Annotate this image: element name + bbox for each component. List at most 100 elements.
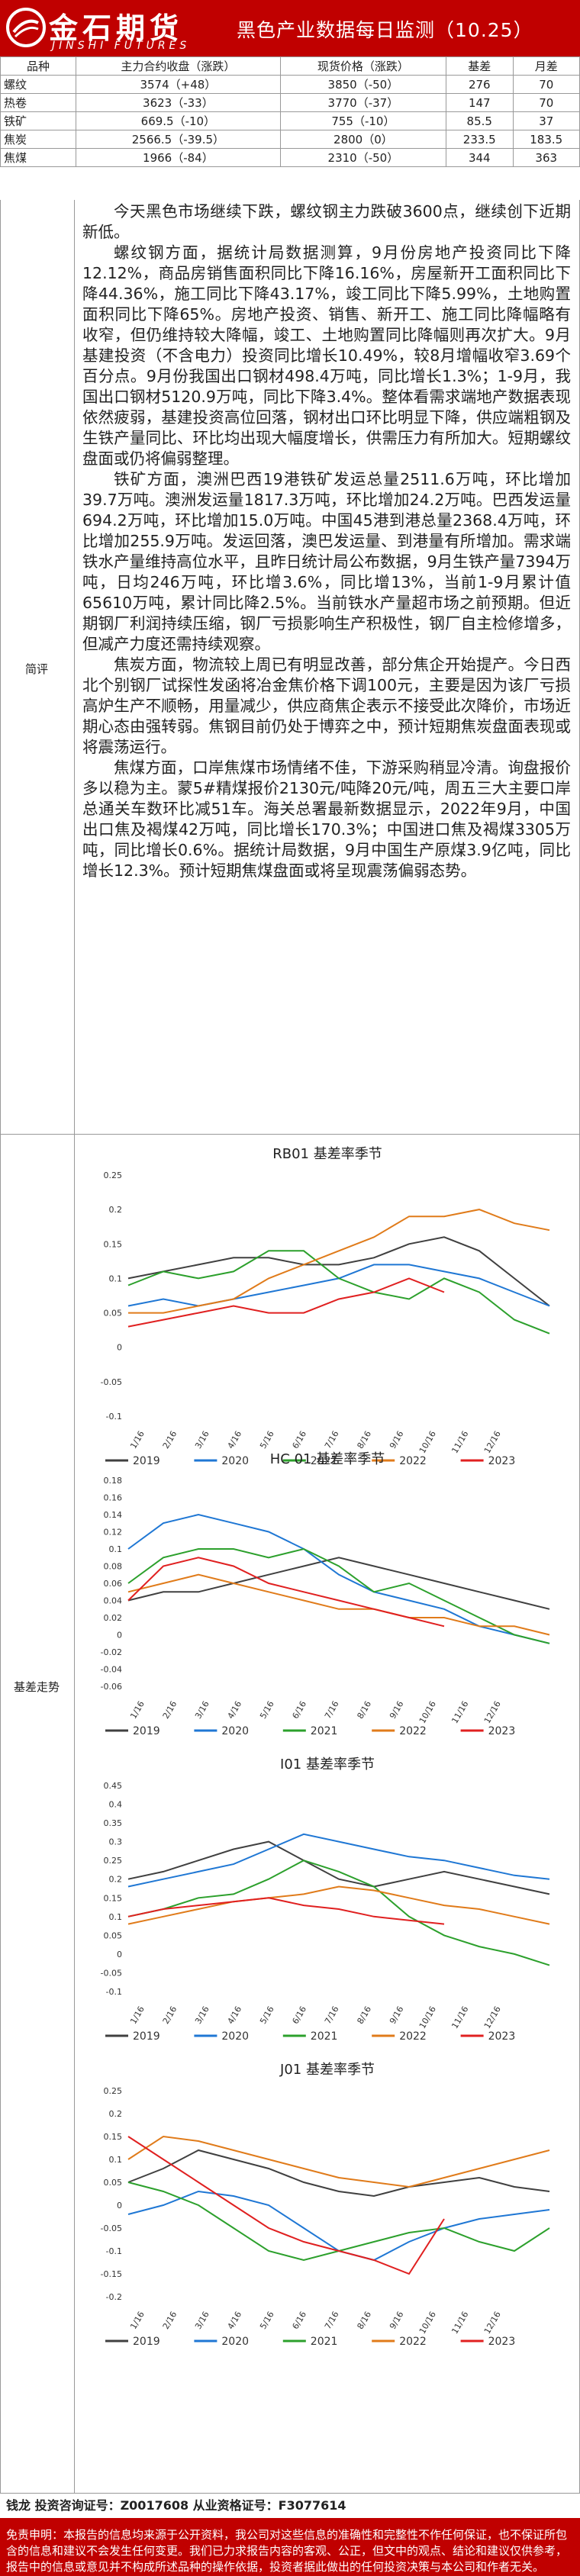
legend-label: 2020	[221, 1455, 249, 1467]
table-cell: 3850（-50）	[279, 75, 447, 94]
series-line-2020	[127, 1513, 550, 1644]
y-tick-label: 0	[117, 2201, 122, 2211]
x-tick-label: 4/16	[226, 2310, 244, 2331]
chart-rb01: RB01 基差率季节 0.25 0.2 0.15 0.1 0.05 0 -0.05 -0.1 1/…	[75, 1137, 580, 1477]
y-tick-label: 0.2	[109, 2109, 123, 2119]
y-tick-label: 0.15	[104, 1893, 123, 1903]
y-tick-label: -0.06	[101, 1682, 122, 1692]
legend-label: 2021	[311, 1455, 338, 1467]
series-line-2022	[128, 1209, 550, 1314]
y-tick-label: 0.2	[109, 1205, 123, 1215]
x-tick-label: 7/16	[323, 2310, 341, 2331]
table-cell: 3574（+48）	[76, 75, 281, 94]
table-cell: 2310（-50）	[279, 148, 447, 167]
x-tick-label: 3/16	[193, 2310, 211, 2331]
x-tick-label: 8/16	[355, 1699, 373, 1721]
x-tick-label: 11/16	[450, 2004, 470, 2030]
table-header-row: 品种 主力合约收盘（涨跌） 现货价格（涨跌） 基差 月差	[0, 56, 580, 76]
x-tick-label: 12/16	[482, 2004, 503, 2030]
x-tick-label: 6/16	[291, 2004, 309, 2026]
commentary-text: 今天黑色市场继续下跌，螺纹钢主力跌破3600点，继续创下近期新低。 螺纹钢方面，…	[82, 201, 571, 881]
commentary-label: 简评	[24, 662, 48, 676]
page-title: 黑色产业数据每日监测（10.25）	[237, 19, 533, 41]
column-header: 品种	[0, 56, 76, 76]
y-tick-label: 0.04	[104, 1596, 123, 1606]
chart-title: J01 基差率季节	[279, 2062, 375, 2078]
table-row: 螺纹 3574（+48） 3850（-50） 276 70	[0, 75, 580, 94]
legend-label: 2022	[399, 1725, 427, 1737]
legend-label: 2019	[133, 2030, 160, 2043]
x-tick-label: 5/16	[258, 2004, 276, 2026]
x-tick-label: 3/16	[193, 2004, 211, 2026]
x-tick-label: 7/16	[323, 1699, 341, 1721]
series-line-2020	[127, 1833, 550, 1888]
x-tick-label: 2/16	[161, 1699, 179, 1721]
y-tick-label: 0.1	[109, 2155, 123, 2165]
chart-i01: I01 基差率季节 0.45 0.4 0.35 0.3 0.25 0.2 0.15 0.1 0.0…	[75, 1747, 580, 2053]
table-cell: 2800（0）	[279, 130, 447, 149]
column-divider	[74, 200, 75, 2493]
commentary-paragraph: 焦炭方面，物流较上周已有明显改善，部分焦企开始提产。今日西北个别钢厂试探性发函将…	[82, 655, 571, 756]
table-row: 热卷 3623（-33） 3770（-37） 147 70	[0, 93, 580, 112]
legend-label: 2020	[221, 2030, 249, 2043]
y-tick-label: 0.16	[104, 1493, 123, 1503]
x-tick-label: 11/16	[450, 2310, 470, 2336]
summary-table: 品种 主力合约收盘（涨跌） 现货价格（涨跌） 基差 月差 螺纹 3574（+48…	[0, 56, 580, 167]
series-line-2019	[127, 1557, 550, 1610]
legend-label: 2023	[488, 2030, 516, 2043]
column-header: 基差	[446, 56, 514, 76]
section-divider	[0, 1134, 580, 1135]
series-line-2019	[127, 1236, 550, 1307]
series-line-2023	[127, 2136, 445, 2275]
table-cell: 363	[512, 148, 580, 167]
column-header: 月差	[512, 56, 580, 76]
x-tick-label: 2/16	[161, 2004, 179, 2026]
table-cell: 37	[512, 111, 580, 130]
series-line-2021	[127, 1860, 550, 1966]
table-cell: 焦炭	[0, 130, 76, 149]
basis-trend-label: 基差走势	[13, 1680, 60, 1694]
y-tick-label: 0.05	[104, 1309, 123, 1319]
x-tick-label: 12/16	[482, 1699, 503, 1725]
y-tick-label: -0.05	[101, 2223, 122, 2233]
x-tick-label: 4/16	[226, 1699, 244, 1721]
x-tick-label: 10/16	[417, 2004, 438, 2030]
series-line-2023	[127, 1277, 445, 1328]
y-tick-label: 0.05	[104, 2178, 123, 2188]
legend-label: 2022	[399, 2030, 427, 2043]
x-tick-label: 1/16	[128, 1699, 147, 1721]
y-tick-label: 0.3	[109, 1837, 123, 1847]
x-tick-label: 11/16	[450, 1699, 470, 1725]
table-cell: 2566.5（-39.5）	[76, 130, 281, 149]
y-tick-label: 0	[117, 1343, 122, 1353]
legend-label: 2023	[488, 1725, 516, 1737]
y-tick-label: 0.06	[104, 1579, 123, 1589]
y-tick-label: -0.05	[101, 1968, 122, 1978]
chart-title: HC 01 基差率季节	[270, 1451, 385, 1467]
table-cell: 147	[446, 93, 514, 112]
x-tick-label: 7/16	[323, 2004, 341, 2026]
x-tick-label: 9/16	[388, 1699, 406, 1721]
legend-label: 2023	[488, 2336, 516, 2348]
y-tick-label: 0.25	[104, 2086, 123, 2096]
table-cell: 344	[446, 148, 514, 167]
legend-label: 2019	[133, 1725, 160, 1737]
table-cell: 233.5	[446, 130, 514, 149]
company-logo: 金石期货 JINSHI FUTURES	[0, 0, 198, 56]
series-line-2022	[127, 1573, 550, 1636]
logo-icon	[6, 8, 46, 47]
table-cell: 85.5	[446, 111, 514, 130]
y-tick-label: 0.15	[104, 1239, 123, 1249]
y-tick-label: -0.05	[101, 1377, 122, 1387]
logo-text-en: JINSHI FUTURES	[52, 40, 191, 52]
x-tick-label: 5/16	[258, 1699, 276, 1721]
y-tick-label: 0.08	[104, 1562, 123, 1572]
legend-label: 2020	[221, 1725, 249, 1737]
y-tick-label: -0.1	[106, 1412, 122, 1422]
y-tick-label: 0.35	[104, 1818, 123, 1828]
column-header: 主力合约收盘（涨跌）	[76, 56, 281, 76]
series-line-2021	[127, 1547, 550, 1644]
y-tick-label: -0.15	[101, 2269, 122, 2279]
y-tick-label: 0.12	[104, 1528, 123, 1538]
x-tick-label: 2/16	[161, 2310, 179, 2331]
